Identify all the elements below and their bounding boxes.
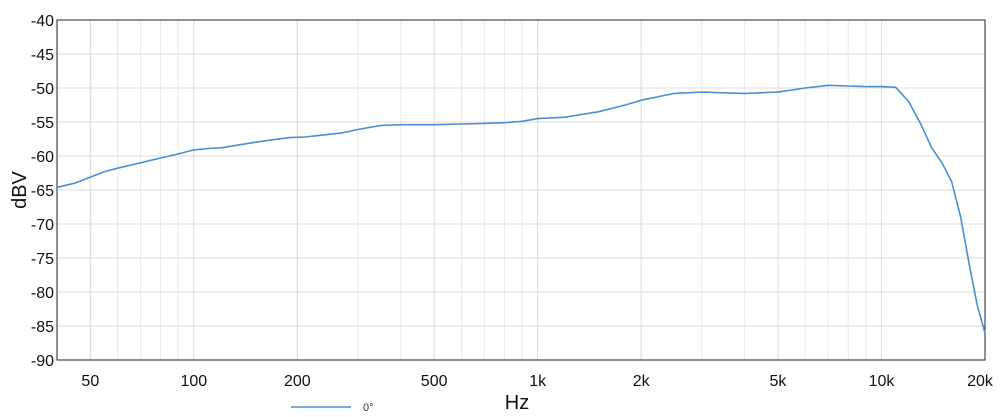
y-tick-label: -55: [31, 115, 54, 132]
y-tick-label: -70: [31, 217, 54, 234]
x-tick-label: 5k: [770, 373, 788, 390]
x-tick-label: 100: [180, 373, 207, 390]
y-axis-ticks: -40 -45 -50 -55 -60 -65 -70 -75 -80 -85 -90: [31, 13, 54, 370]
x-tick-label: 2k: [633, 373, 651, 390]
y-tick-label: -80: [31, 285, 54, 302]
y-tick-label: -65: [31, 183, 54, 200]
x-axis-label: Hz: [505, 392, 529, 414]
plot-frame: [56, 19, 986, 361]
series-line: [56, 84, 986, 334]
y-tick-label: -40: [31, 13, 54, 30]
y-tick-label: -90: [31, 353, 54, 370]
x-tick-label: 1k: [529, 373, 547, 390]
x-axis-ticks: 50 100 200 500 1k 2k 5k 10k 20k: [81, 373, 993, 390]
y-tick-label: -85: [31, 319, 54, 336]
x-tick-label: 20k: [967, 373, 994, 390]
series-layer: [56, 84, 986, 334]
legend-label: 0°: [363, 402, 374, 414]
y-tick-label: -50: [31, 81, 54, 98]
x-tick-label: 50: [81, 373, 99, 390]
y-tick-label: -45: [31, 47, 54, 64]
y-tick-label: -60: [31, 149, 54, 166]
grid: [56, 19, 986, 361]
y-axis-label: dBV: [9, 170, 31, 208]
x-tick-label: 200: [284, 373, 311, 390]
legend: 0°: [291, 402, 374, 414]
y-tick-label: -75: [31, 251, 54, 268]
x-tick-label: 10k: [869, 373, 896, 390]
x-tick-label: 500: [421, 373, 448, 390]
